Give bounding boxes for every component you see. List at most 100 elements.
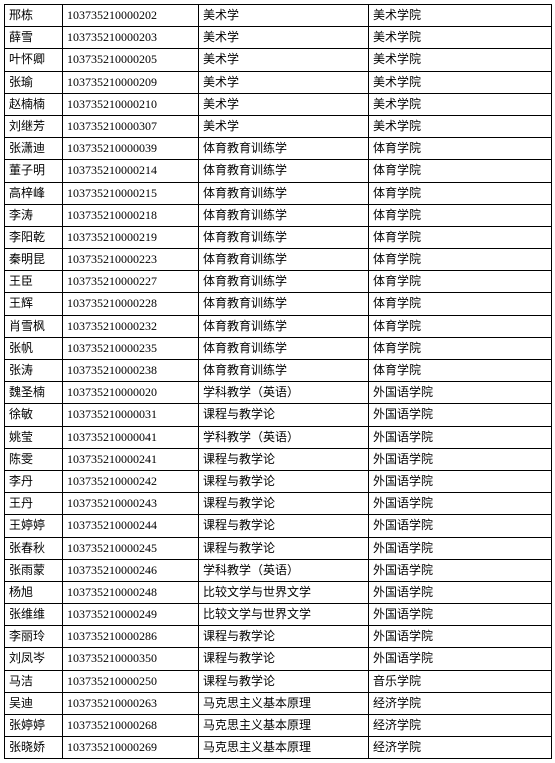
table-cell: 张晓娇 bbox=[5, 737, 63, 759]
table-cell: 课程与教学论 bbox=[199, 515, 369, 537]
table-cell: 体育学院 bbox=[369, 160, 552, 182]
table-row: 张帆103735210000235体育教育训练学体育学院 bbox=[5, 337, 552, 359]
table-cell: 103735210000242 bbox=[63, 470, 199, 492]
table-cell: 103735210000269 bbox=[63, 737, 199, 759]
table-cell: 马洁 bbox=[5, 670, 63, 692]
table-cell: 杨旭 bbox=[5, 581, 63, 603]
table-cell: 美术学院 bbox=[369, 5, 552, 27]
table-row: 刘凤岑103735210000350课程与教学论外国语学院 bbox=[5, 648, 552, 670]
table-cell: 体育学院 bbox=[369, 293, 552, 315]
table-cell: 体育教育训练学 bbox=[199, 337, 369, 359]
table-cell: 103735210000307 bbox=[63, 115, 199, 137]
table-row: 张维维103735210000249比较文学与世界文学外国语学院 bbox=[5, 604, 552, 626]
table-row: 高梓峰103735210000215体育教育训练学体育学院 bbox=[5, 182, 552, 204]
table-cell: 外国语学院 bbox=[369, 604, 552, 626]
table-row: 肖雪枫103735210000232体育教育训练学体育学院 bbox=[5, 315, 552, 337]
table-cell: 体育教育训练学 bbox=[199, 315, 369, 337]
table-cell: 吴迪 bbox=[5, 692, 63, 714]
table-cell: 103735210000031 bbox=[63, 404, 199, 426]
table-cell: 体育学院 bbox=[369, 271, 552, 293]
table-cell: 外国语学院 bbox=[369, 470, 552, 492]
table-cell: 体育教育训练学 bbox=[199, 271, 369, 293]
table-cell: 体育教育训练学 bbox=[199, 226, 369, 248]
table-row: 吴迪103735210000263马克思主义基本原理经济学院 bbox=[5, 692, 552, 714]
table-cell: 103735210000205 bbox=[63, 49, 199, 71]
table-cell: 103735210000223 bbox=[63, 249, 199, 271]
table-cell: 美术学 bbox=[199, 93, 369, 115]
table-cell: 103735210000243 bbox=[63, 493, 199, 515]
table-cell: 外国语学院 bbox=[369, 426, 552, 448]
table-cell: 体育教育训练学 bbox=[199, 204, 369, 226]
table-cell: 103735210000210 bbox=[63, 93, 199, 115]
table-cell: 课程与教学论 bbox=[199, 493, 369, 515]
table-cell: 体育教育训练学 bbox=[199, 293, 369, 315]
table-cell: 课程与教学论 bbox=[199, 648, 369, 670]
table-cell: 马克思主义基本原理 bbox=[199, 692, 369, 714]
table-cell: 体育学院 bbox=[369, 360, 552, 382]
table-cell: 103735210000214 bbox=[63, 160, 199, 182]
table-cell: 103735210000238 bbox=[63, 360, 199, 382]
table-cell: 王婷婷 bbox=[5, 515, 63, 537]
table-row: 王婷婷103735210000244课程与教学论外国语学院 bbox=[5, 515, 552, 537]
table-cell: 马克思主义基本原理 bbox=[199, 715, 369, 737]
table-cell: 学科教学（英语） bbox=[199, 382, 369, 404]
table-row: 王臣103735210000227体育教育训练学体育学院 bbox=[5, 271, 552, 293]
table-cell: 103735210000041 bbox=[63, 426, 199, 448]
table-cell: 美术学院 bbox=[369, 93, 552, 115]
table-cell: 学科教学（英语） bbox=[199, 426, 369, 448]
table-row: 张潇迪103735210000039体育教育训练学体育学院 bbox=[5, 138, 552, 160]
table-cell: 美术学院 bbox=[369, 27, 552, 49]
table-cell: 董子明 bbox=[5, 160, 63, 182]
table-cell: 体育学院 bbox=[369, 226, 552, 248]
table-row: 秦明昆103735210000223体育教育训练学体育学院 bbox=[5, 249, 552, 271]
student-table: 邢栋103735210000202美术学美术学院薛雪10373521000020… bbox=[4, 4, 552, 759]
table-cell: 外国语学院 bbox=[369, 559, 552, 581]
table-cell: 103735210000246 bbox=[63, 559, 199, 581]
table-cell: 美术学 bbox=[199, 115, 369, 137]
table-cell: 体育教育训练学 bbox=[199, 360, 369, 382]
table-row: 赵楠楠103735210000210美术学美术学院 bbox=[5, 93, 552, 115]
table-cell: 体育学院 bbox=[369, 182, 552, 204]
table-cell: 体育教育训练学 bbox=[199, 160, 369, 182]
table-cell: 课程与教学论 bbox=[199, 448, 369, 470]
table-cell: 马克思主义基本原理 bbox=[199, 737, 369, 759]
table-cell: 肖雪枫 bbox=[5, 315, 63, 337]
table-cell: 103735210000218 bbox=[63, 204, 199, 226]
table-cell: 外国语学院 bbox=[369, 404, 552, 426]
table-cell: 王丹 bbox=[5, 493, 63, 515]
table-row: 姚莹103735210000041学科教学（英语）外国语学院 bbox=[5, 426, 552, 448]
table-cell: 魏圣楠 bbox=[5, 382, 63, 404]
table-row: 马洁103735210000250课程与教学论音乐学院 bbox=[5, 670, 552, 692]
table-cell: 王臣 bbox=[5, 271, 63, 293]
table-cell: 高梓峰 bbox=[5, 182, 63, 204]
table-cell: 外国语学院 bbox=[369, 581, 552, 603]
table-row: 徐敏103735210000031课程与教学论外国语学院 bbox=[5, 404, 552, 426]
table-cell: 美术学院 bbox=[369, 71, 552, 93]
table-cell: 王辉 bbox=[5, 293, 63, 315]
table-cell: 体育学院 bbox=[369, 315, 552, 337]
table-row: 张春秋103735210000245课程与教学论外国语学院 bbox=[5, 537, 552, 559]
table-cell: 张雨蒙 bbox=[5, 559, 63, 581]
table-cell: 徐敏 bbox=[5, 404, 63, 426]
table-cell: 外国语学院 bbox=[369, 493, 552, 515]
table-cell: 103735210000248 bbox=[63, 581, 199, 603]
table-row: 邢栋103735210000202美术学美术学院 bbox=[5, 5, 552, 27]
table-cell: 外国语学院 bbox=[369, 648, 552, 670]
table-cell: 103735210000350 bbox=[63, 648, 199, 670]
table-cell: 外国语学院 bbox=[369, 382, 552, 404]
table-cell: 邢栋 bbox=[5, 5, 63, 27]
table-cell: 103735210000268 bbox=[63, 715, 199, 737]
table-cell: 103735210000286 bbox=[63, 626, 199, 648]
table-cell: 外国语学院 bbox=[369, 626, 552, 648]
table-cell: 张春秋 bbox=[5, 537, 63, 559]
table-cell: 美术学院 bbox=[369, 49, 552, 71]
table-row: 李阳乾103735210000219体育教育训练学体育学院 bbox=[5, 226, 552, 248]
table-cell: 张潇迪 bbox=[5, 138, 63, 160]
table-cell: 经济学院 bbox=[369, 692, 552, 714]
table-row: 李涛103735210000218体育教育训练学体育学院 bbox=[5, 204, 552, 226]
table-cell: 103735210000202 bbox=[63, 5, 199, 27]
table-cell: 103735210000203 bbox=[63, 27, 199, 49]
table-cell: 体育学院 bbox=[369, 204, 552, 226]
table-cell: 刘继芳 bbox=[5, 115, 63, 137]
table-cell: 姚莹 bbox=[5, 426, 63, 448]
